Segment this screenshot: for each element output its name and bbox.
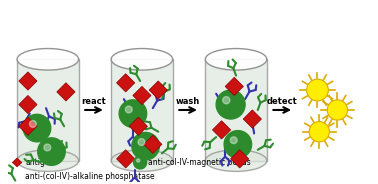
Ellipse shape — [17, 150, 79, 171]
Circle shape — [224, 131, 252, 158]
Polygon shape — [144, 135, 162, 153]
Circle shape — [125, 106, 132, 113]
Polygon shape — [149, 81, 167, 99]
Polygon shape — [57, 83, 75, 101]
Text: detect: detect — [267, 97, 297, 106]
Circle shape — [327, 100, 347, 120]
Circle shape — [38, 138, 65, 165]
Polygon shape — [116, 150, 135, 168]
Circle shape — [309, 122, 330, 142]
Circle shape — [230, 137, 237, 144]
Circle shape — [132, 132, 159, 160]
Polygon shape — [116, 74, 135, 92]
FancyBboxPatch shape — [205, 59, 267, 161]
Circle shape — [23, 114, 51, 142]
Circle shape — [29, 121, 36, 127]
Circle shape — [44, 144, 51, 151]
Text: anti-(col-IV)-alkaline phosphatase: anti-(col-IV)-alkaline phosphatase — [25, 172, 155, 181]
Polygon shape — [225, 77, 243, 95]
Ellipse shape — [17, 49, 79, 70]
Circle shape — [119, 100, 147, 127]
Circle shape — [307, 79, 328, 101]
Polygon shape — [12, 158, 22, 167]
Polygon shape — [19, 72, 37, 90]
Text: wash: wash — [176, 97, 200, 106]
Ellipse shape — [205, 150, 267, 171]
Circle shape — [133, 156, 147, 169]
FancyBboxPatch shape — [111, 59, 173, 161]
Text: antigen: antigen — [25, 158, 55, 167]
Polygon shape — [19, 117, 37, 135]
Polygon shape — [231, 150, 249, 168]
Polygon shape — [243, 110, 262, 128]
Polygon shape — [212, 121, 231, 139]
Circle shape — [138, 139, 145, 146]
Ellipse shape — [205, 49, 267, 70]
Circle shape — [216, 90, 245, 119]
Polygon shape — [129, 117, 147, 135]
Polygon shape — [133, 86, 151, 105]
Polygon shape — [19, 95, 37, 114]
Text: anti-col-IV-magnetic beads: anti-col-IV-magnetic beads — [149, 158, 251, 167]
Ellipse shape — [111, 49, 173, 70]
Ellipse shape — [111, 150, 173, 171]
FancyBboxPatch shape — [17, 59, 79, 161]
Circle shape — [223, 97, 230, 104]
Circle shape — [136, 159, 140, 162]
Text: react: react — [82, 97, 106, 106]
